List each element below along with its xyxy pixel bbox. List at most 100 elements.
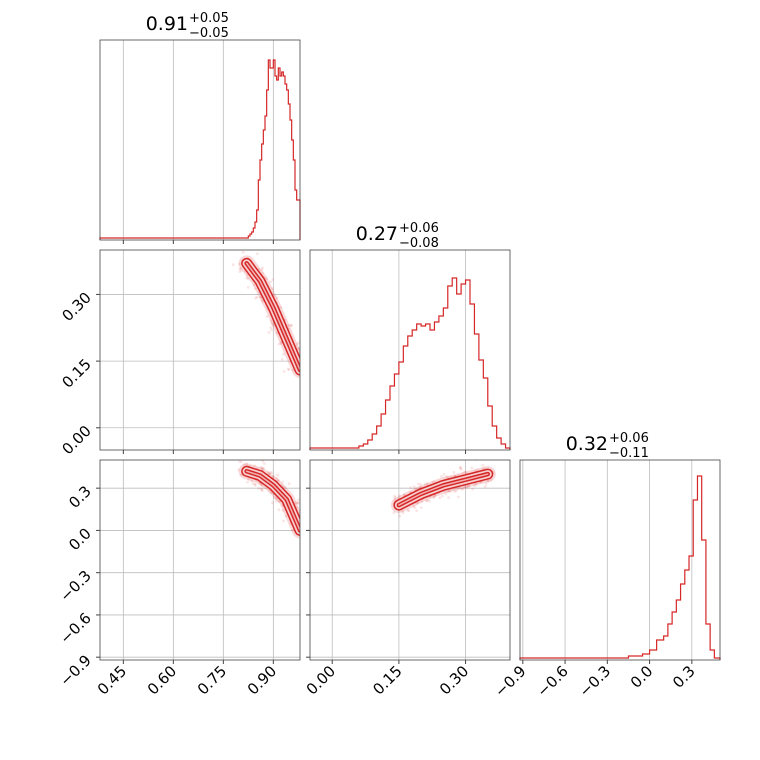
pair-2-0-ytick-label: −0.6 [56,609,94,647]
pair-2-0-sample-point [260,484,264,487]
pair-2-0-sample-point [301,531,304,534]
pair-2-1-sample-point [431,480,435,484]
pair-1-0-sample-point [291,368,295,372]
pair-1-0-sample-point [282,352,286,356]
pair-2-0-sample-point [237,468,240,472]
pair-2-1-xtick-label: 0.00 [303,662,339,698]
pair-1-0-sample-point [255,295,259,299]
pair-2-1-sample-point [425,482,429,485]
pair-2-0-sample-point [271,474,275,478]
pair-2-0-sample-point [277,478,280,482]
hist-0-frame [99,39,301,241]
pair-2-1-sample-point [459,467,463,471]
pair-2-1-sample-point [432,496,436,499]
pair-2-1-sample-point [409,486,412,490]
pair-1-0-sample-point [267,331,271,334]
pair-2-1-sample-point [455,489,458,493]
pair-2-1-sample-point [470,466,474,470]
pair-2-1-sample-point [465,484,469,488]
pair-1-0-sample-point [271,323,275,327]
pair-1-0-ytick-label: 0.15 [58,355,94,391]
pair-1-0-sample-point [271,278,275,282]
pair-1-0-marks [231,250,303,378]
pair-2-0-sample-point [246,480,249,484]
pair-1-0-sample-point [245,276,248,280]
pair-2-0-sample-point [260,466,264,470]
pair-2-1-sample-point [416,482,420,486]
pair-2-1-sample-point [440,475,443,478]
pair-1-0-sample-point [254,287,257,291]
hist-2-histogram-step [519,475,721,660]
pair-2-1-sample-point [420,500,424,504]
pair-2-1-sample-point [453,490,456,493]
pair-2-1-sample-point [412,485,416,489]
pair-1-0-sample-point [239,267,243,271]
pair-2-0-sample-point [269,491,273,495]
pair-2-0-sample-point [275,476,278,480]
pair-2-1-sample-point [484,482,488,486]
pair-2-0-sample-point [295,501,299,505]
pair-2-0-sample-point [262,466,265,470]
pair-1-0-sample-point [295,343,299,346]
pair-2-1-sample-point [423,482,427,486]
hist-0-title-value: 0.91 [146,13,188,35]
pair-2-1-sample-point [486,479,490,483]
pair-2-1-sample-point [397,494,401,498]
pair-2-1-sample-point [473,484,476,488]
pair-2-1-sample-point [401,511,405,515]
hist-2-title-plus: +0.06 [609,431,649,446]
hist-2-title-value: 0.32 [566,433,608,455]
pair-2-1-sample-point [438,496,442,500]
pair-2-1-sample-point [440,494,444,498]
pair-1-0-sample-point [261,266,264,270]
pair-1-0-sample-point [289,324,293,328]
hist-2-frame [519,459,721,661]
pair-2-1-sample-point [425,499,429,502]
pair-1-0-sample-point [297,341,300,345]
pair-2-1-sample-point [448,490,452,493]
pair-2-0-sample-point [284,514,288,518]
pair-2-1-sample-point [460,472,464,476]
pair-2-1-sample-point [432,495,436,498]
hist-1-frame [309,249,511,451]
pair-2-1-sample-point [459,466,462,470]
pair-2-0-frame [99,459,301,661]
pair-2-0-sample-point [260,489,264,492]
pair-2-1-sample-point [447,489,451,493]
pair-2-0-sample-point [267,472,271,476]
pair-2-0-sample-point [257,486,261,490]
pair-1-0-sample-point [275,296,279,300]
hist-2-xtick-label: −0.9 [491,662,529,700]
pair-1-0-sample-point [271,287,274,290]
pair-1-0-sample-point [238,262,241,266]
pair-1-0-sample-point [280,357,284,361]
pair-2-0-sample-point [281,508,285,512]
pair-1-0-sample-point [300,344,303,347]
pair-1-0-contour-inner [245,262,300,371]
pair-2-1-sample-point [458,466,462,469]
pair-2-0-sample-point [277,508,281,512]
pair-2-1-sample-point [481,463,485,467]
pair-2-0-sample-point [239,460,243,464]
pair-1-0-frame [99,249,301,451]
pair-2-1-contour-inner [398,473,489,506]
pair-1-0-sample-point [258,295,262,299]
pair-2-1-sample-point [444,492,448,495]
pair-2-0-sample-point [273,496,277,500]
pair-2-1-sample-point [413,506,417,510]
pair-2-0-sample-point [283,485,287,489]
pair-2-0-sample-point [296,501,300,505]
hist-1-histogram-step [309,277,511,450]
pair-2-0-ytick-label: −0.9 [56,651,94,689]
pair-2-1-sample-point [483,485,487,489]
pair-2-1-sample-point [419,506,423,510]
pair-1-0-sample-point [279,341,283,345]
pair-2-1-sample-point [393,496,397,500]
pair-2-1-sample-point [393,494,397,498]
pair-1-0-sample-point [241,250,245,254]
pair-2-0-sample-point [296,501,300,505]
pair-2-1-sample-point [457,495,460,499]
pair-1-0-sample-point [238,270,241,273]
pair-2-0-marks [237,460,304,539]
